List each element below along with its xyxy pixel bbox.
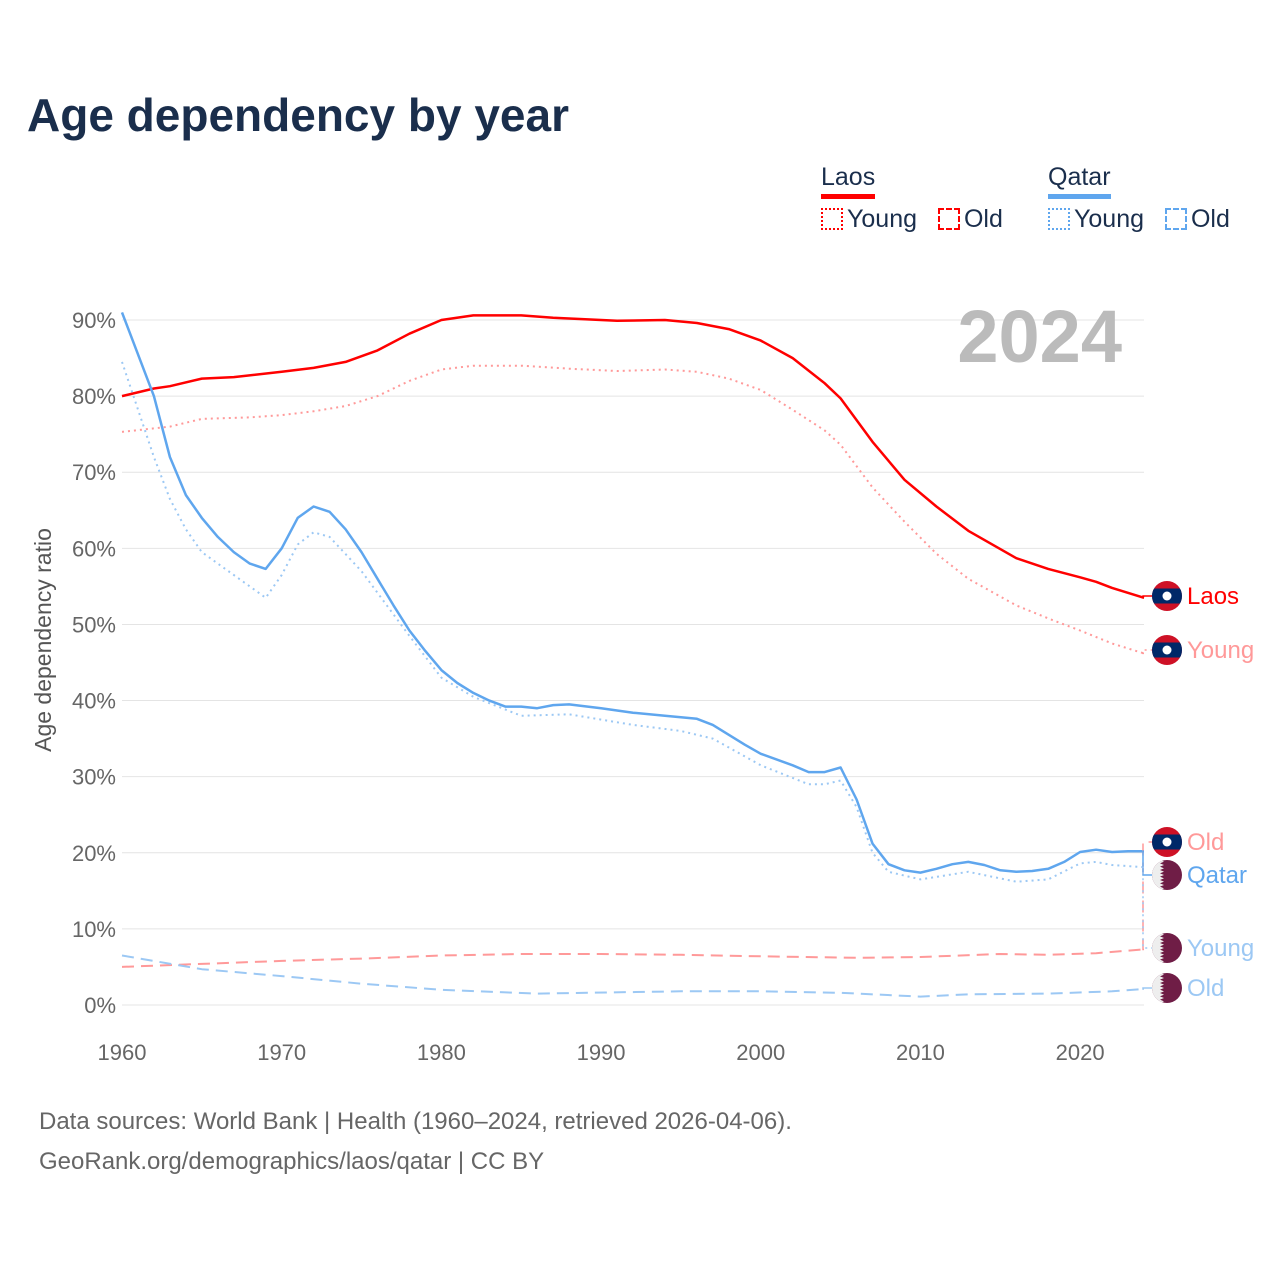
qatar-flag-icon <box>1152 860 1182 890</box>
legend-qatar: Qatar Young Old <box>1048 163 1230 233</box>
y-tick-label: 0% <box>84 993 116 1018</box>
series-end-label: Old <box>1187 829 1224 856</box>
qatar-flag-icon <box>1152 973 1182 1003</box>
series-end-label: Old <box>1187 975 1224 1002</box>
flag-fill <box>1152 581 1182 611</box>
label-connector <box>1142 649 1152 655</box>
y-tick-label: 90% <box>72 308 116 333</box>
y-tick-label: 10% <box>72 917 116 942</box>
flag-disc <box>1162 591 1172 601</box>
flag-fill <box>1152 827 1182 857</box>
x-tick-label: 1960 <box>98 1040 147 1065</box>
page-title: Age dependency by year <box>27 89 569 141</box>
label-connector <box>1142 850 1152 876</box>
flag-fill <box>1152 973 1182 1003</box>
dashed-swatch-icon <box>937 208 960 230</box>
y-axis-label: Age dependency ratio <box>30 528 56 752</box>
footer-link[interactable]: GeoRank.org/demographics/laos/qatar | CC… <box>39 1148 545 1175</box>
legend-laos-young[interactable]: Young <box>821 205 917 233</box>
laos-flag-icon <box>1152 827 1182 857</box>
flag-fill <box>1152 933 1182 963</box>
x-tick-label: 2000 <box>736 1040 785 1065</box>
legend-title-laos: Laos <box>821 163 876 199</box>
series-line-qatar <box>120 311 1144 874</box>
series-end-label: Qatar <box>1187 862 1247 889</box>
series-line-laos <box>121 314 1145 599</box>
y-tick-label: 40% <box>72 689 116 714</box>
label-connector <box>1142 841 1152 951</box>
series-end-label: Young <box>1187 935 1254 962</box>
label-connector <box>1142 866 1152 949</box>
legend-laos: Laos Young Old <box>821 163 1003 233</box>
laos-flag-icon <box>1152 581 1182 611</box>
series-line-laos-young <box>121 364 1145 655</box>
flag-white <box>1152 860 1164 890</box>
footer-sources: Data sources: World Bank | Health (1960–… <box>39 1108 792 1135</box>
x-tick-label: 1970 <box>257 1040 306 1065</box>
x-tick-label: 2010 <box>896 1040 945 1065</box>
y-tick-label: 50% <box>72 612 116 637</box>
flag-disc <box>1162 837 1172 847</box>
laos-flag-icon <box>1152 635 1182 665</box>
series-line-qatar-young <box>121 361 1145 883</box>
legend-laos-old[interactable]: Old <box>937 205 1003 233</box>
flag-fill <box>1152 635 1182 665</box>
series-line-laos-old <box>121 948 1145 968</box>
flag-white <box>1152 933 1164 963</box>
flag-disc <box>1162 645 1172 655</box>
legend-title-qatar: Qatar <box>1048 163 1111 199</box>
x-tick-label: 1990 <box>577 1040 626 1065</box>
y-tick-label: 60% <box>72 536 116 561</box>
series-end-label: Laos <box>1187 583 1239 610</box>
flag-white <box>1152 973 1164 1003</box>
year-watermark: 2024 <box>957 295 1122 378</box>
x-tick-label: 2020 <box>1056 1040 1105 1065</box>
y-tick-label: 80% <box>72 384 116 409</box>
y-tick-label: 30% <box>72 765 116 790</box>
series-line-qatar-old <box>121 954 1145 998</box>
series-end-label: Young <box>1187 637 1254 664</box>
flag-fill <box>1152 860 1182 890</box>
x-tick-label: 1980 <box>417 1040 466 1065</box>
legend-qatar-young[interactable]: Young <box>1048 205 1144 233</box>
dashed-swatch-icon <box>1164 208 1187 230</box>
dotted-swatch-icon <box>1048 208 1070 230</box>
y-tick-label: 20% <box>72 841 116 866</box>
label-connector <box>1142 595 1152 599</box>
label-connector <box>1142 987 1152 990</box>
legend-qatar-old[interactable]: Old <box>1164 205 1230 233</box>
y-tick-label: 70% <box>72 460 116 485</box>
dotted-swatch-icon <box>821 208 843 230</box>
qatar-flag-icon <box>1152 933 1182 963</box>
